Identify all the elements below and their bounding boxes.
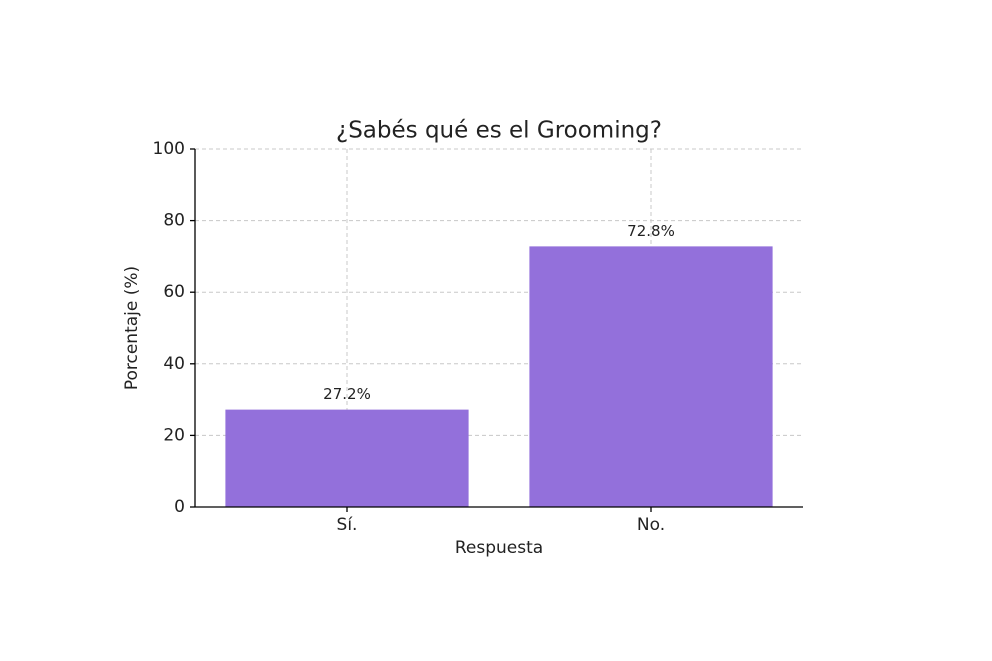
x-tick-label: No. [637, 515, 665, 535]
value-label: 27.2% [323, 385, 371, 403]
y-tick-label: 40 [163, 354, 185, 374]
bar [529, 246, 773, 507]
y-tick-label: 100 [153, 139, 185, 159]
x-tick-label: Sí. [337, 515, 358, 535]
x-axis-label: Respuesta [455, 538, 543, 558]
value-label: 72.8% [627, 222, 675, 240]
chart-title: ¿Sabés qué es el Grooming? [336, 118, 662, 144]
y-axis-label: Porcentaje (%) [122, 266, 142, 390]
y-tick-label: 0 [174, 497, 185, 517]
bar [225, 409, 469, 507]
y-tick-label: 80 [163, 211, 185, 231]
y-tick-label: 20 [163, 425, 185, 445]
y-tick-label: 60 [163, 282, 185, 302]
